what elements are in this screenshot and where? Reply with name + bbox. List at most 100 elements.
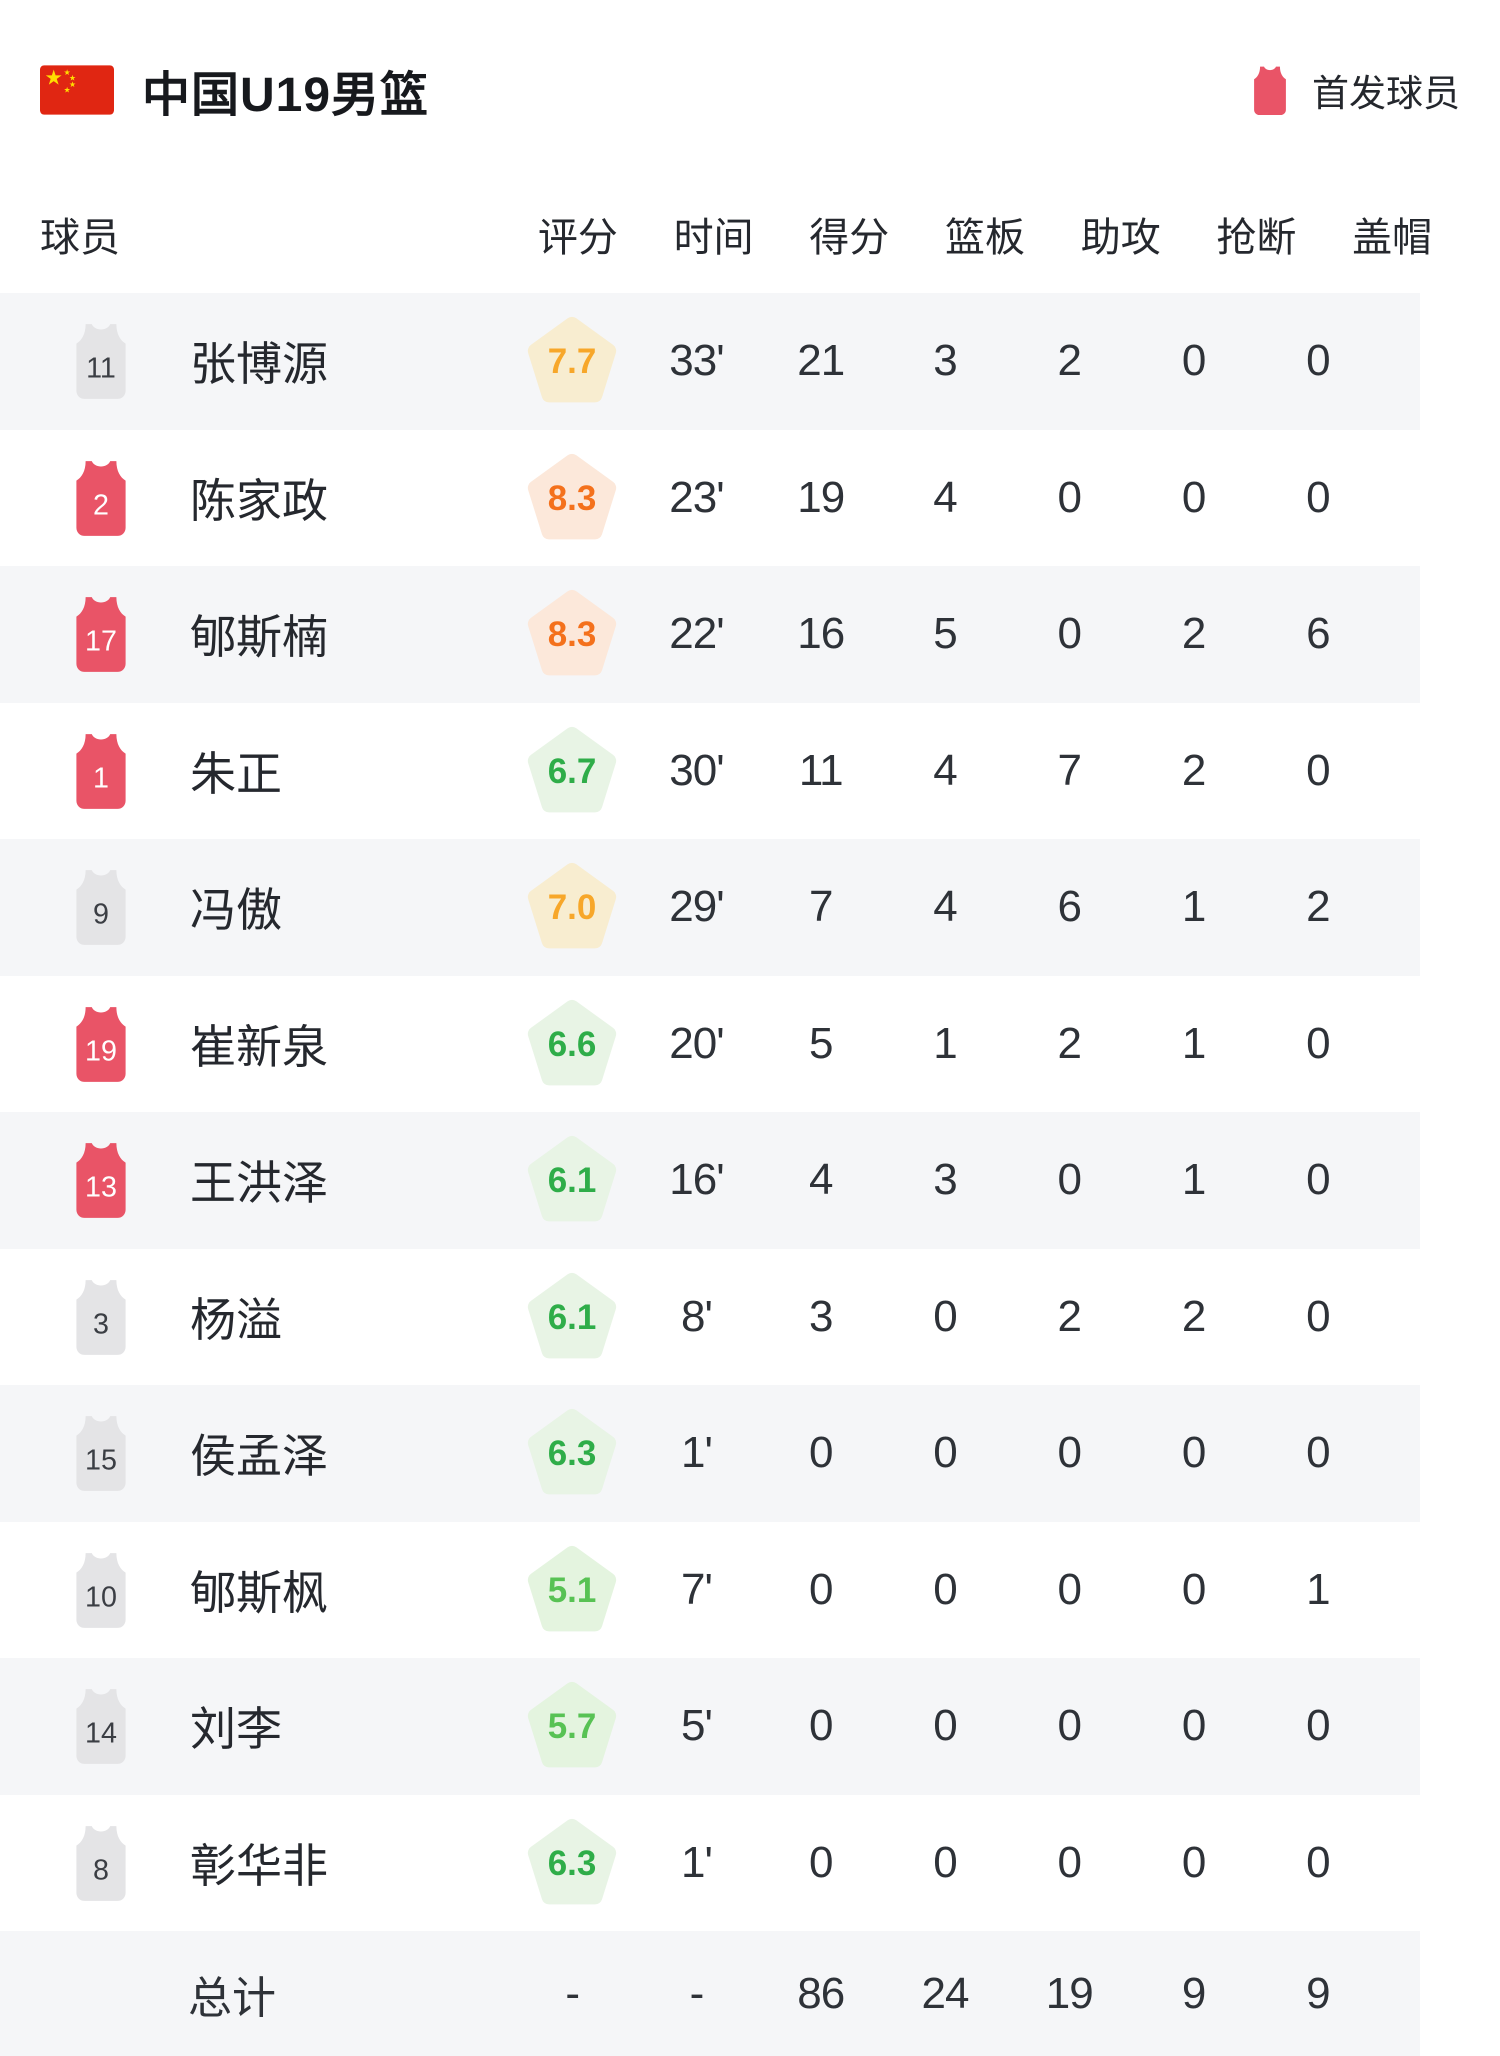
page-header: ★ ★ ★ ★ ★ 中国U19男篮 首发球员	[0, 48, 1500, 132]
stat-points: 19	[797, 472, 845, 522]
rating-badge-icon: 7.7	[527, 317, 617, 403]
stat-blocks: 0	[1306, 336, 1330, 386]
page-title: 中国U19男篮	[142, 69, 430, 122]
stat-rebounds: 0	[933, 1428, 957, 1478]
player-name: 王洪泽	[190, 1157, 328, 1210]
rating-badge-icon: 6.7	[527, 726, 617, 813]
stat-steals: 0	[1181, 1428, 1206, 1478]
stat-time: 30'	[669, 745, 724, 795]
player-row[interactable]: 3 杨溢 6.1 8' 3 0 2 2 0	[0, 1248, 1420, 1385]
totals-blocks: 9	[1306, 1968, 1330, 2018]
stat-assists: 0	[1057, 472, 1082, 522]
rating-badge-icon: 8.3	[527, 453, 617, 540]
stat-points: 5	[808, 1018, 833, 1068]
stat-steals: 0	[1181, 336, 1206, 386]
rating-badge-icon: 6.3	[527, 1409, 617, 1495]
stat-blocks: 2	[1306, 882, 1330, 932]
player-row[interactable]: 11 张博源 7.7 33' 21 3 2 0 0	[0, 293, 1420, 430]
player-row[interactable]: 1 朱正 6.7 30' 11 4 7 2 0	[0, 702, 1420, 839]
stat-rebounds: 4	[933, 472, 957, 522]
jersey-number: 19	[85, 1035, 117, 1067]
player-cell: 19 崔新泉	[40, 1003, 510, 1085]
player-row[interactable]: 9 冯傲 7.0 29' 7 4 6 1 2	[0, 839, 1420, 976]
jersey-icon: 19	[76, 1006, 126, 1082]
player-cell: 14 刘李	[40, 1685, 510, 1767]
stat-points: 21	[797, 336, 845, 386]
rating-badge-icon: 5.1	[527, 1545, 617, 1632]
rating-cell: 8.3	[510, 452, 634, 544]
rating-cell: 5.1	[510, 1544, 634, 1636]
player-row[interactable]: 15 侯孟泽 6.3 1' 0 0 0 0 0	[0, 1385, 1420, 1522]
totals-rating: -	[565, 1968, 580, 2018]
stat-blocks: 0	[1306, 745, 1330, 795]
player-cell: 3 杨溢	[40, 1276, 510, 1358]
player-row[interactable]: 17 郇斯楠 8.3 22' 16 5 0 2 6	[0, 566, 1420, 703]
rating-value: 7.0	[548, 888, 597, 927]
jersey-icon: 14	[76, 1689, 126, 1765]
stat-assists: 0	[1057, 1564, 1082, 1614]
player-row[interactable]: 14 刘李 5.7 5' 0 0 0 0 0	[0, 1658, 1420, 1795]
rating-value: 6.6	[548, 1025, 597, 1064]
player-name: 侯孟泽	[190, 1430, 328, 1483]
rating-cell: 6.1	[510, 1134, 634, 1226]
stat-assists: 0	[1057, 1701, 1082, 1751]
player-cell: 15 侯孟泽	[40, 1412, 510, 1494]
stat-assists: 0	[1057, 1155, 1082, 1205]
jersey-icon: 17	[76, 597, 126, 673]
column-header-rebounds: 篮板	[944, 216, 1025, 260]
stat-assists: 6	[1057, 882, 1082, 932]
rating-cell: 6.6	[510, 998, 634, 1090]
player-cell: 8 彰华非	[40, 1822, 510, 1904]
stat-blocks: 0	[1306, 1018, 1330, 1068]
player-name: 郇斯枫	[190, 1566, 328, 1619]
stat-points: 0	[808, 1564, 833, 1614]
column-header-points: 得分	[809, 216, 890, 260]
player-cell: 9 冯傲	[40, 866, 510, 948]
stat-blocks: 6	[1306, 609, 1330, 659]
stat-assists: 2	[1057, 1291, 1082, 1341]
stat-steals: 1	[1181, 1155, 1206, 1205]
stat-rebounds: 3	[933, 1155, 957, 1205]
jersey-icon: 13	[76, 1143, 126, 1219]
svg-text:★: ★	[69, 74, 76, 83]
rating-value: 6.3	[548, 1434, 597, 1473]
stat-rebounds: 0	[933, 1291, 957, 1341]
stat-blocks: 0	[1306, 1428, 1330, 1478]
player-row[interactable]: 13 王洪泽 6.1 16' 4 3 0 1 0	[0, 1112, 1420, 1249]
stat-time: 20'	[669, 1018, 724, 1068]
player-row[interactable]: 10 郇斯枫 5.1 7' 0 0 0 0 1	[0, 1521, 1420, 1658]
stat-time: 33'	[669, 336, 724, 386]
column-header-time: 时间	[673, 216, 754, 260]
stat-steals: 2	[1181, 609, 1206, 659]
player-table-body: 11 张博源 7.7 33' 21 3 2 0 0 2 陈家政 8.3	[0, 293, 1500, 1931]
stat-blocks: 0	[1306, 472, 1330, 522]
stat-steals: 1	[1181, 1018, 1206, 1068]
rating-cell: 7.7	[510, 315, 634, 407]
table-column-header: 球员 评分 时间 得分 篮板 助攻 抢断 盖帽	[0, 175, 1500, 293]
stat-time: 16'	[669, 1155, 724, 1205]
stat-rebounds: 5	[933, 609, 957, 659]
stat-rebounds: 0	[933, 1701, 957, 1751]
stat-time: 5'	[680, 1701, 713, 1751]
player-row[interactable]: 2 陈家政 8.3 23' 19 4 0 0 0	[0, 429, 1420, 566]
player-row[interactable]: 8 彰华非 6.3 1' 0 0 0 0 0	[0, 1794, 1420, 1931]
stat-time: 22'	[669, 609, 724, 659]
jersey-icon: 2	[76, 460, 126, 536]
stat-assists: 0	[1057, 609, 1082, 659]
stat-time: 29'	[669, 882, 724, 932]
stat-steals: 0	[1181, 1701, 1206, 1751]
player-name: 杨溢	[190, 1293, 282, 1346]
stat-time: 8'	[680, 1291, 713, 1341]
player-row[interactable]: 19 崔新泉 6.6 20' 5 1 2 1 0	[0, 975, 1420, 1112]
rating-cell: 6.3	[510, 1407, 634, 1499]
stat-assists: 7	[1057, 745, 1082, 795]
column-header-rating: 评分	[537, 216, 618, 260]
player-cell: 2 陈家政	[40, 457, 510, 539]
stat-steals: 0	[1181, 1564, 1206, 1614]
stat-points: 4	[808, 1155, 833, 1205]
svg-text:★: ★	[64, 68, 71, 77]
rating-badge-icon: 7.0	[527, 863, 617, 949]
rating-value: 8.3	[548, 479, 597, 518]
stat-time: 1'	[680, 1428, 713, 1478]
